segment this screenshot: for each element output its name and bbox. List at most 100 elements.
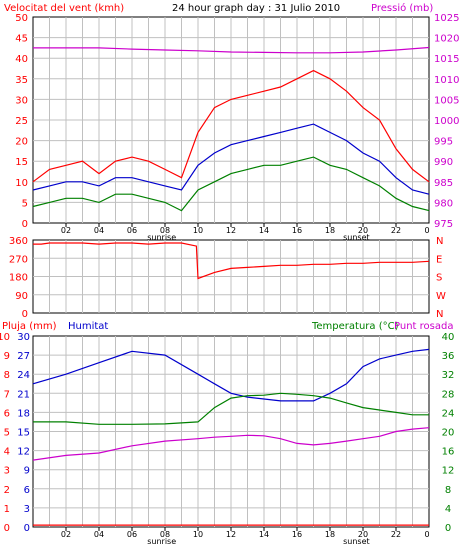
humidity-y-tick-label: 30 — [17, 332, 30, 343]
humidity-y-tick-label: 15 — [17, 428, 30, 439]
climate-x-tick-label: 04 — [94, 530, 104, 539]
climate-sunrise-marker: sunrise — [147, 537, 176, 546]
pressure-y-tick-label: 1005 — [434, 95, 459, 106]
pressure-y-tick-label: 985 — [434, 178, 453, 189]
compass-y-tick-label: W — [436, 291, 446, 302]
pressure-y-tick-label: 1000 — [434, 116, 459, 127]
wind-x-tick-label: 22 — [391, 226, 401, 235]
rain-y-tick-label: 10 — [0, 332, 10, 343]
wind-x-tick-label: 04 — [94, 226, 104, 235]
temperature-y-tick-label: 32 — [442, 370, 455, 381]
rain-axis-title: Pluja (mm) — [2, 321, 57, 332]
pressure-y-tick-label: 980 — [434, 198, 453, 209]
climate-x-tick-label: 06 — [127, 530, 137, 539]
humidity-y-tick-label: 12 — [17, 447, 30, 458]
temperature-y-tick-label: 28 — [442, 389, 455, 400]
humidity-y-tick-label: 9 — [24, 466, 30, 477]
pressure-series-line — [33, 46, 430, 54]
rain-y-tick-label: 6 — [4, 408, 10, 419]
wind-panel-title: Velocitat del vent (kmh) — [4, 3, 124, 14]
temperature-series-line — [33, 392, 429, 425]
wind-y-tick-label: 5 — [22, 198, 28, 209]
direction-y-tick-label: 180 — [9, 273, 28, 284]
temperature-y-tick-label: 0 — [445, 523, 451, 534]
humidity-y-tick-label: 24 — [17, 370, 30, 381]
wind-x-tick-label: 02 — [61, 226, 71, 235]
temperature-y-tick-label: 36 — [442, 351, 455, 362]
pressure-y-tick-label: 995 — [434, 137, 453, 148]
climate-x-tick-label: 12 — [226, 530, 236, 539]
temperature-y-tick-label: 20 — [442, 428, 455, 439]
wind-y-tick-label: 30 — [15, 95, 28, 106]
wind-y-tick-label: 0 — [22, 219, 28, 230]
humidity-y-tick-label: 21 — [17, 389, 30, 400]
temperature-y-tick-label: 12 — [442, 466, 455, 477]
rain-y-tick-label: 1 — [4, 504, 10, 515]
temperature-y-tick-label: 40 — [442, 332, 455, 343]
wind-y-tick-label: 50 — [15, 13, 28, 24]
pressure-y-tick-label: 1015 — [434, 54, 459, 65]
wind-y-tick-label: 25 — [15, 116, 28, 127]
wind-sunset-marker: sunset — [343, 233, 370, 242]
compass-y-tick-label: N — [436, 236, 443, 247]
wind-y-tick-label: 40 — [15, 54, 28, 65]
climate-x-end-tick-label: 0 — [424, 530, 429, 539]
rain-y-tick-label: 9 — [4, 351, 10, 362]
direction-y-tick-label: 360 — [9, 236, 28, 247]
pressure-y-tick-label: 1010 — [434, 75, 459, 86]
rain-y-tick-label: 8 — [4, 370, 10, 381]
wind-y-tick-label: 10 — [15, 178, 28, 189]
temperature-y-tick-label: 8 — [445, 485, 451, 496]
climate-x-tick-label: 14 — [259, 530, 269, 539]
compass-y-tick-label: E — [436, 254, 442, 265]
wind-x-tick-label: 20 — [358, 226, 368, 235]
temperature-y-tick-label: 16 — [442, 447, 455, 458]
rain-y-tick-label: 7 — [4, 389, 10, 400]
wind-x-tick-label: 12 — [226, 226, 236, 235]
climate-x-tick-label: 22 — [391, 530, 401, 539]
compass-y-tick-label: N — [436, 309, 443, 320]
wind-x-tick-label: 08 — [160, 226, 170, 235]
wind-average-series-line — [32, 123, 430, 195]
series-layer — [32, 46, 430, 526]
humidity-y-tick-label: 18 — [17, 408, 30, 419]
pressure-y-tick-label: 975 — [434, 219, 453, 230]
wind-direction-series-line — [33, 242, 430, 280]
wind-y-tick-label: 20 — [15, 137, 28, 148]
temperature-y-tick-label: 24 — [442, 408, 455, 419]
wind-x-tick-label: 16 — [292, 226, 302, 235]
temperature-y-tick-label: 4 — [445, 504, 451, 515]
dewpoint-axis-title: Punt rosada — [394, 321, 453, 332]
compass-y-tick-label: S — [436, 273, 442, 284]
pressure-y-tick-label: 1020 — [434, 34, 459, 45]
temperature-axis-title: Temperatura (°C) — [311, 321, 399, 332]
climate-x-tick-label: 18 — [325, 530, 335, 539]
climate-x-tick-label: 02 — [61, 530, 71, 539]
wind-y-tick-label: 15 — [15, 157, 28, 168]
wind-x-tick-label: 06 — [127, 226, 137, 235]
humidity-y-tick-label: 27 — [17, 351, 30, 362]
pressure-axis-title: Pressió (mb) — [371, 2, 433, 14]
climate-sunset-marker: sunset — [343, 537, 370, 546]
wind-x-tick-label: 10 — [193, 226, 203, 235]
wind-x-tick-label: 14 — [259, 226, 269, 235]
humidity-axis-title: Humitat — [68, 321, 108, 332]
rain-y-tick-label: 4 — [4, 447, 10, 458]
direction-y-tick-label: 90 — [15, 291, 28, 302]
graph-title: 24 hour graph day : 31 Julio 2010 — [172, 3, 340, 14]
wind-sunrise-marker: sunrise — [147, 233, 176, 242]
humidity-series-line — [32, 348, 430, 402]
wind-speed-series-line — [32, 69, 430, 183]
pressure-y-tick-label: 1025 — [434, 13, 459, 24]
climate-x-tick-label: 10 — [193, 530, 203, 539]
humidity-y-tick-label: 0 — [24, 523, 30, 534]
rain-y-tick-label: 3 — [4, 466, 10, 477]
wind-x-tick-label: 18 — [325, 226, 335, 235]
rain-y-tick-label: 0 — [4, 523, 10, 534]
grid-layer — [33, 17, 429, 531]
dew-point-series-line — [32, 427, 430, 461]
pressure-y-tick-label: 990 — [434, 157, 453, 168]
climate-x-tick-label: 16 — [292, 530, 302, 539]
